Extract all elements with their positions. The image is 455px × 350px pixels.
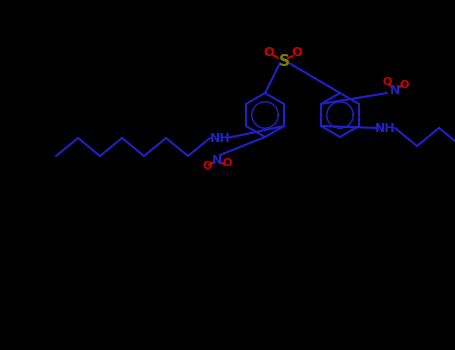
Text: O: O: [399, 80, 409, 90]
Text: O: O: [202, 161, 212, 171]
Text: O: O: [292, 47, 302, 60]
Text: O: O: [382, 77, 392, 87]
Text: N: N: [212, 154, 222, 167]
Text: S: S: [278, 54, 289, 69]
Text: O: O: [264, 46, 274, 58]
Text: NH: NH: [374, 121, 395, 134]
Text: N: N: [390, 84, 400, 97]
Text: O: O: [222, 158, 232, 168]
Text: NH: NH: [210, 132, 230, 145]
